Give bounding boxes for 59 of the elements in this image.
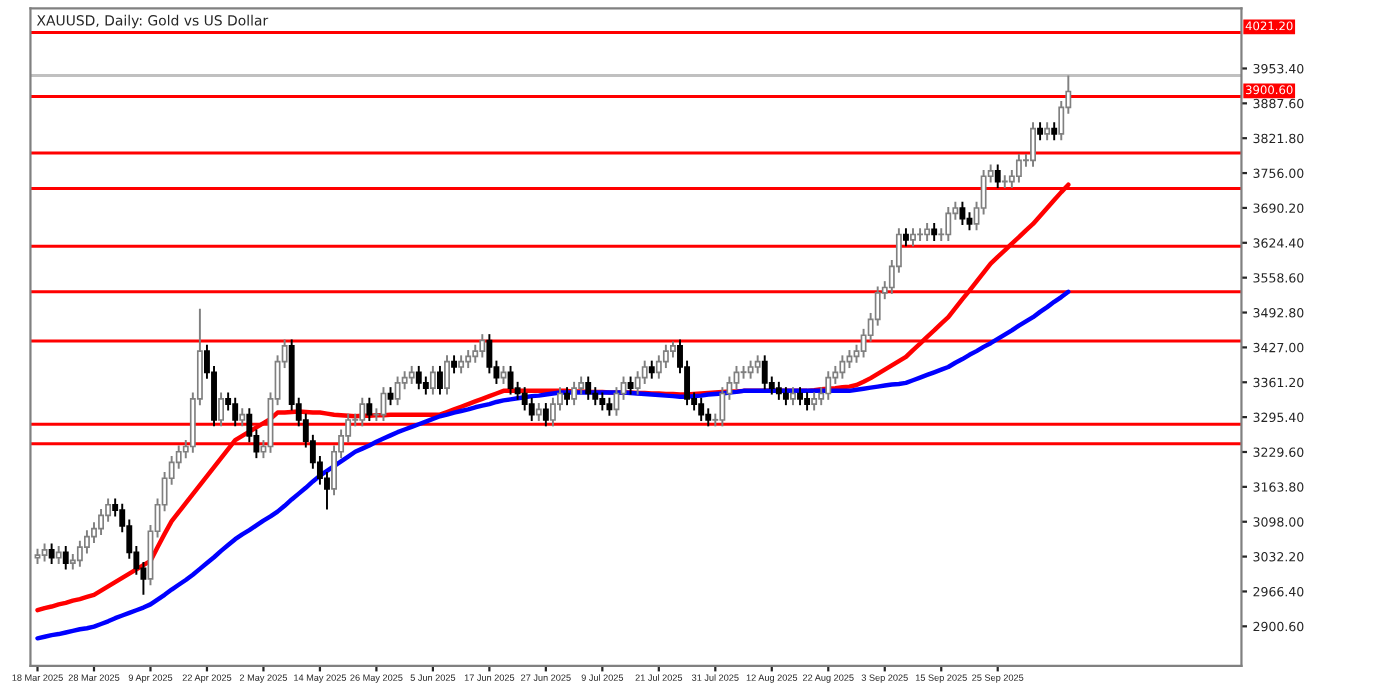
candlestick (444, 354, 450, 396)
candlestick (62, 545, 69, 571)
candlestick (542, 402, 549, 428)
candlestick (846, 349, 853, 370)
candlestick (232, 396, 239, 428)
candlestick (507, 364, 514, 396)
candlestick (451, 354, 458, 375)
candlestick (733, 364, 740, 391)
candlestick (359, 396, 366, 428)
candlestick (429, 364, 436, 396)
candlestick (606, 396, 613, 417)
candlestick (797, 386, 803, 407)
candlestick (218, 391, 225, 428)
candlestick (754, 354, 761, 375)
candlestick (627, 375, 634, 396)
candlestick (782, 386, 789, 407)
candlestick (408, 364, 415, 385)
candlestick (902, 227, 909, 248)
candlestick (479, 333, 486, 359)
candlestick (571, 380, 578, 407)
candlestick (564, 386, 570, 407)
candlestick (994, 163, 1001, 189)
candlestick (1051, 121, 1058, 142)
candlestick (1044, 121, 1051, 142)
candlestick (415, 364, 422, 391)
candlestick (790, 386, 796, 407)
candlestick (761, 354, 768, 391)
candlestick (775, 380, 782, 401)
candlestick (747, 359, 754, 380)
candlestick (585, 375, 592, 401)
candlestick (839, 354, 846, 380)
candlestick (436, 364, 443, 396)
candlestick (500, 364, 507, 385)
candlestick (41, 542, 48, 563)
candlestick (931, 221, 938, 242)
candlestick (599, 391, 606, 412)
candlestick (535, 402, 542, 423)
candlestick (239, 407, 246, 428)
candlestick (698, 396, 705, 423)
candlestick (48, 542, 55, 566)
candlestick (387, 386, 394, 407)
candlestick (966, 211, 973, 232)
candlestick (1015, 153, 1022, 184)
candlestick (924, 221, 931, 242)
candlestick (811, 391, 818, 412)
candlestick (1030, 121, 1036, 168)
candlestick (458, 354, 465, 375)
candlestick (366, 396, 373, 423)
candlestick (465, 349, 472, 370)
candlestick (1037, 121, 1044, 142)
candlestick (945, 206, 952, 242)
candlestick (55, 545, 62, 566)
candlestick (959, 200, 966, 226)
candlestick (804, 391, 811, 412)
candlestick (394, 375, 401, 407)
candlestick (910, 227, 916, 248)
candlestick (825, 370, 832, 401)
candlestick (648, 359, 655, 380)
line-series (35, 289, 1071, 641)
